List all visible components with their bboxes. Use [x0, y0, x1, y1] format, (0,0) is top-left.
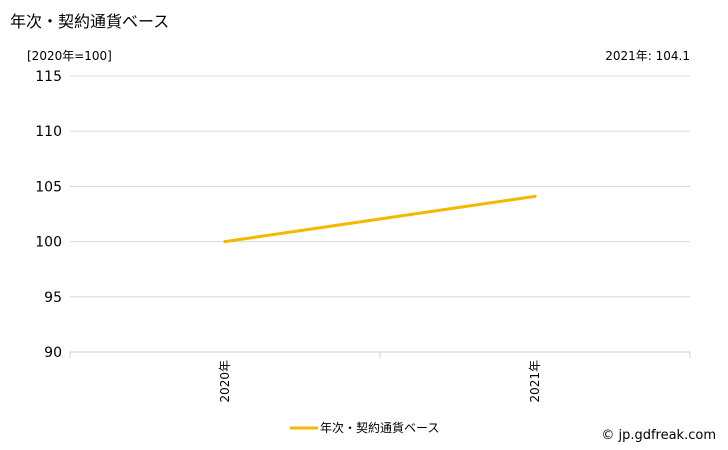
y-tick-label: 105: [35, 179, 62, 195]
y-tick-label: 115: [35, 69, 62, 85]
y-axis: 90 95 100 105 110 115: [35, 69, 62, 361]
x-axis: 2020年 2021年: [69, 351, 691, 403]
y-tick-label: 110: [35, 124, 62, 140]
series-layer: [223, 194, 537, 244]
y-tick-label: 100: [35, 235, 62, 251]
chart-title: 年次・契約通貨ベース: [10, 12, 170, 31]
legend: 年次・契約通貨ベース: [290, 420, 439, 435]
data-point: [223, 240, 227, 244]
grid-lines: [70, 75, 690, 353]
unit-label: [2020年=100]: [27, 49, 112, 63]
x-tick-label: 2020年: [218, 360, 232, 403]
legend-label: 年次・契約通貨ベース: [320, 420, 439, 435]
source-credit: © jp.gdfreak.com: [601, 428, 716, 443]
latest-value-label: 2021年: 104.1: [605, 49, 690, 63]
data-point: [533, 194, 537, 198]
x-tick-label: 2021年: [528, 360, 542, 403]
y-tick-label: 90: [44, 345, 62, 361]
series-line: [223, 194, 537, 244]
y-tick-label: 95: [44, 290, 62, 306]
